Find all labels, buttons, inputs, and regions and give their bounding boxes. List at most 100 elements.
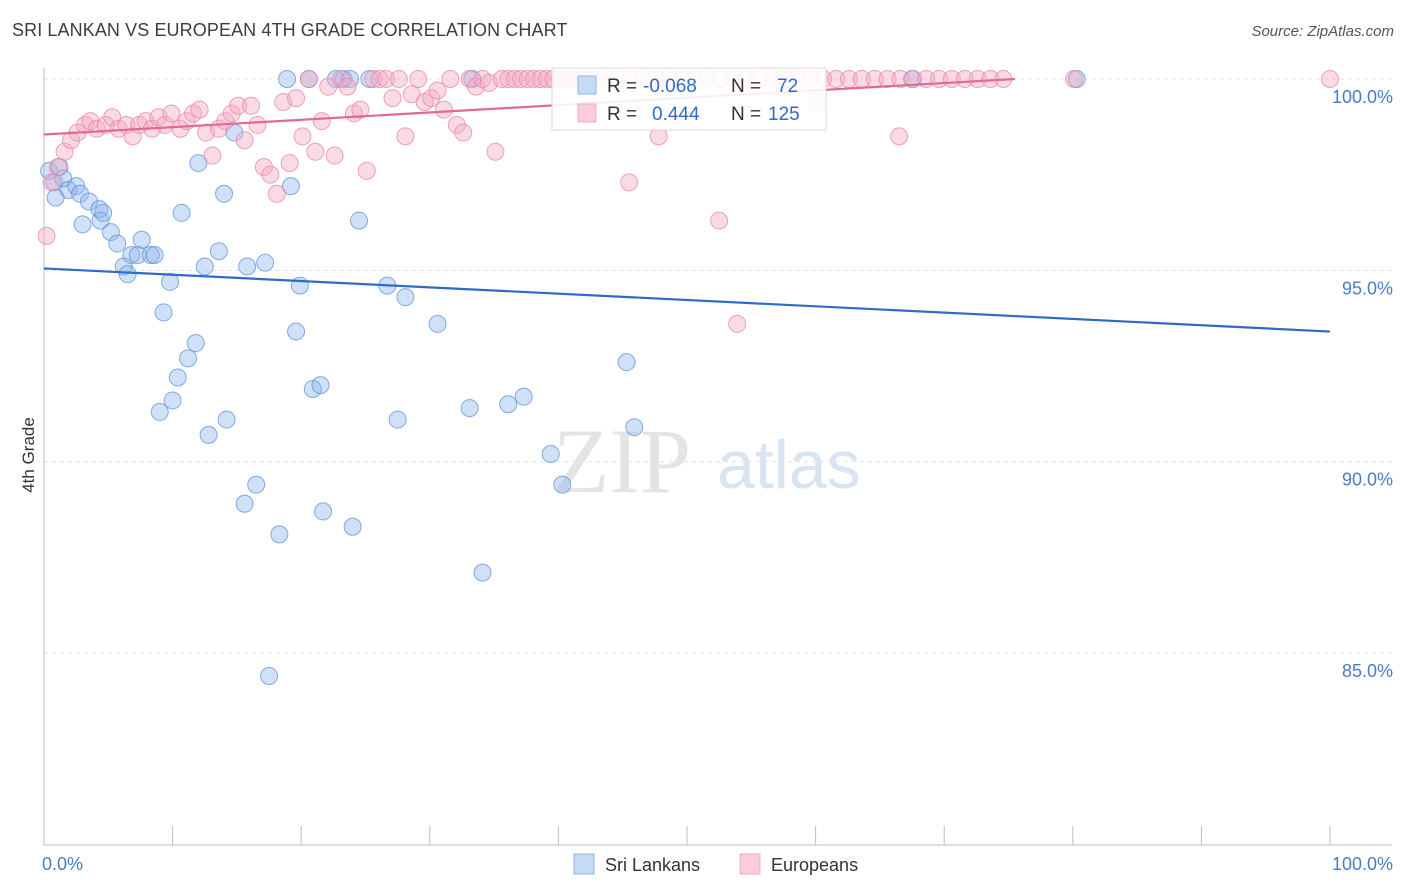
point-sri-lankans (388, 410, 407, 429)
point-europeans (203, 146, 222, 165)
point-sri-lankans (617, 353, 636, 372)
point-sri-lankans (247, 475, 266, 494)
point-sri-lankans (94, 203, 113, 222)
point-europeans (222, 104, 241, 123)
trendlines (43, 77, 1331, 333)
point-sri-lankans (71, 184, 90, 203)
point-sri-lankans (287, 322, 306, 341)
point-europeans (531, 70, 550, 88)
point-europeans (878, 70, 897, 88)
point-europeans (299, 70, 318, 88)
point-europeans (235, 131, 254, 150)
point-europeans (710, 211, 729, 230)
x-tick-labels: 0.0% 100.0% (42, 854, 1393, 874)
point-sri-lankans (281, 177, 300, 196)
point-sri-lankans (209, 242, 228, 261)
point-europeans (248, 115, 267, 134)
point-sri-lankans (118, 265, 137, 284)
point-europeans (103, 108, 122, 127)
y-tick-labels: 100.0% 95.0% 90.0% 85.0% (1332, 87, 1393, 681)
point-europeans (267, 184, 286, 203)
point-europeans (891, 70, 910, 88)
y-axis-title: 4th Grade (19, 417, 38, 493)
chart-title: SRI LANKAN VS EUROPEAN 4TH GRADE CORRELA… (12, 20, 568, 40)
point-sri-lankans (235, 494, 254, 513)
point-sri-lankans (179, 349, 198, 368)
point-europeans (364, 70, 383, 88)
point-europeans (1321, 70, 1339, 88)
point-europeans (370, 70, 389, 88)
point-europeans (332, 70, 351, 88)
point-europeans (827, 70, 846, 88)
point-europeans (499, 70, 518, 88)
point-europeans (155, 115, 174, 134)
watermark-atlas: atlas (717, 427, 861, 503)
legend-swatch-sri-lankans (577, 75, 597, 95)
point-sri-lankans (108, 234, 127, 253)
bottom-legend-label-europeans: Europeans (771, 855, 858, 875)
point-europeans (293, 127, 312, 146)
point-sri-lankans (189, 154, 208, 173)
point-europeans (518, 70, 537, 88)
point-europeans (512, 70, 531, 88)
point-sri-lankans (40, 161, 59, 180)
x-tick-label: 0.0% (42, 854, 83, 874)
point-sri-lankans (215, 184, 234, 203)
point-sri-lankans (80, 192, 99, 211)
watermark-zip: ZIP (553, 410, 691, 512)
point-sri-lankans (428, 314, 447, 333)
point-sri-lankans (473, 563, 492, 582)
point-europeans (171, 119, 190, 138)
legend-n-label: N = (731, 76, 761, 97)
point-europeans (383, 89, 402, 108)
gridlines (44, 78, 1392, 654)
legend-n-label: N = (731, 104, 761, 125)
point-sri-lankans (122, 246, 141, 265)
point-sri-lankans (314, 502, 333, 521)
point-europeans (87, 119, 106, 138)
point-europeans (524, 70, 543, 88)
point-europeans (460, 70, 479, 88)
point-europeans (229, 96, 248, 115)
point-sri-lankans (101, 223, 120, 242)
point-sri-lankans (270, 525, 289, 544)
point-europeans (1065, 70, 1084, 88)
point-sri-lankans (199, 425, 218, 444)
point-sri-lankans (260, 666, 279, 685)
y-tick-label: 90.0% (1342, 470, 1393, 490)
point-europeans (37, 226, 56, 245)
legend-n-value: 72 (777, 76, 798, 97)
source-label: Source: ZipAtlas.com (1251, 23, 1394, 40)
point-sri-lankans (238, 257, 257, 276)
point-sri-lankans (141, 246, 160, 265)
point-sri-lankans (172, 203, 191, 222)
point-europeans (357, 161, 376, 180)
bottom-legend-swatch-europeans (739, 853, 761, 875)
point-sri-lankans (168, 368, 187, 387)
point-europeans (441, 70, 460, 88)
point-sri-lankans (154, 303, 173, 322)
axes (43, 68, 1392, 846)
point-europeans (280, 154, 299, 173)
point-sri-lankans (343, 517, 362, 536)
legend-box (551, 67, 827, 131)
point-sri-lankans (145, 246, 164, 265)
point-sri-lankans (132, 230, 151, 249)
point-sri-lankans (311, 376, 330, 395)
point-sri-lankans (161, 272, 180, 291)
point-europeans (49, 158, 68, 177)
point-europeans (447, 115, 466, 134)
point-europeans (904, 70, 923, 88)
y-tick-label: 95.0% (1342, 278, 1393, 298)
point-europeans (409, 70, 428, 88)
point-sri-lankans (350, 211, 369, 230)
point-europeans (428, 81, 447, 100)
point-europeans (162, 104, 181, 123)
point-sri-lankans (46, 188, 65, 207)
legend-swatch-europeans (577, 103, 597, 123)
legend-r-label: R = (607, 104, 637, 125)
point-europeans (338, 77, 357, 96)
point-europeans (389, 70, 408, 88)
point-sri-lankans (499, 395, 518, 414)
